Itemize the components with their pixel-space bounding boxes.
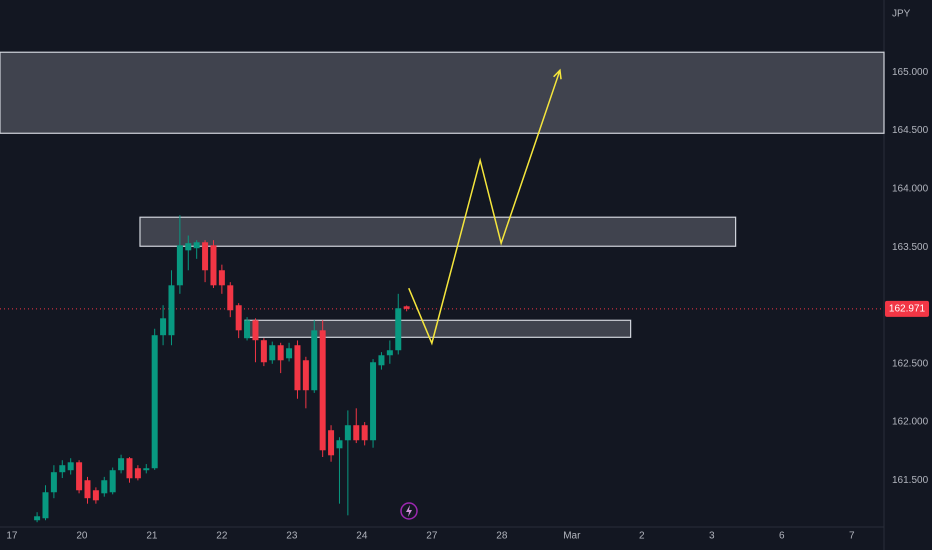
candle-body — [109, 470, 116, 493]
candle-body — [328, 430, 335, 456]
event-circle — [400, 502, 418, 520]
candle-body — [118, 458, 125, 471]
candle-body — [286, 348, 293, 359]
last-price-box — [885, 300, 929, 317]
candle-body — [67, 462, 74, 471]
candle-body — [403, 306, 410, 309]
candle-body — [235, 305, 242, 331]
event-bolt — [406, 505, 412, 517]
x-tick-label: 17 — [6, 531, 18, 542]
y-tick-label: 162.000 — [892, 417, 929, 428]
zone — [139, 216, 737, 247]
candle-body — [353, 425, 360, 441]
y-tick-label: 164.500 — [892, 125, 929, 136]
x-tick-label: 20 — [76, 531, 88, 542]
y-tick-label: 163.500 — [892, 242, 929, 253]
candle-body — [59, 465, 66, 473]
candle-body — [84, 480, 91, 499]
last-price-label: 162.971 — [889, 303, 926, 314]
candle-body — [126, 458, 133, 479]
x-tick-label: 6 — [779, 531, 785, 542]
candle-body — [168, 285, 175, 336]
x-tick-label: 22 — [216, 531, 228, 542]
candle-body — [210, 245, 217, 286]
candle-body — [294, 345, 301, 391]
y-tick-label: 162.500 — [892, 358, 929, 369]
candle-body — [218, 270, 225, 286]
candle-body — [361, 425, 368, 441]
candle-body — [386, 350, 393, 356]
x-tick-label: 28 — [496, 531, 508, 542]
candle-body — [370, 362, 377, 441]
candle-body — [344, 425, 351, 441]
candle-body — [395, 308, 402, 351]
candle-body — [244, 320, 251, 339]
candle-body — [311, 330, 318, 391]
candle-body — [277, 345, 284, 361]
candle-body — [193, 242, 200, 249]
candle-body — [185, 243, 192, 251]
y-tick-label: 161.500 — [892, 475, 929, 486]
projection-arrow-head — [553, 68, 562, 80]
candle-body — [227, 285, 234, 311]
x-tick-label: 7 — [849, 531, 855, 542]
candle-body — [76, 462, 83, 491]
candle-body — [260, 340, 267, 363]
candle-body — [151, 335, 158, 469]
candle-body — [143, 468, 150, 471]
x-tick-label: 24 — [356, 531, 368, 542]
candle-body — [50, 472, 57, 493]
candle-body — [378, 355, 385, 366]
candle-body — [160, 318, 167, 336]
candle-body — [92, 490, 99, 501]
candle-body — [42, 492, 49, 519]
candle-body — [336, 440, 343, 449]
projection-path — [408, 70, 561, 346]
y-tick-label: 165.000 — [892, 67, 929, 78]
event-icon — [400, 502, 418, 520]
candle-body — [269, 345, 276, 361]
candle-body — [202, 242, 209, 271]
candle-body — [176, 245, 183, 286]
x-tick-label: 2 — [639, 531, 645, 542]
candle-body — [252, 320, 259, 341]
zone — [0, 51, 885, 134]
x-tick-label: Mar — [563, 531, 581, 542]
x-tick-label: 27 — [426, 531, 438, 542]
candle-body — [319, 330, 326, 451]
candle-body — [302, 360, 309, 391]
currency-label: JPY — [892, 9, 911, 20]
x-tick-label: 23 — [286, 531, 298, 542]
x-tick-label: 3 — [709, 531, 715, 542]
y-tick-label: 164.000 — [892, 184, 929, 195]
candle-body — [34, 516, 41, 521]
x-tick-label: 21 — [146, 531, 158, 542]
candle-body — [134, 468, 141, 479]
candle-body — [101, 480, 108, 494]
